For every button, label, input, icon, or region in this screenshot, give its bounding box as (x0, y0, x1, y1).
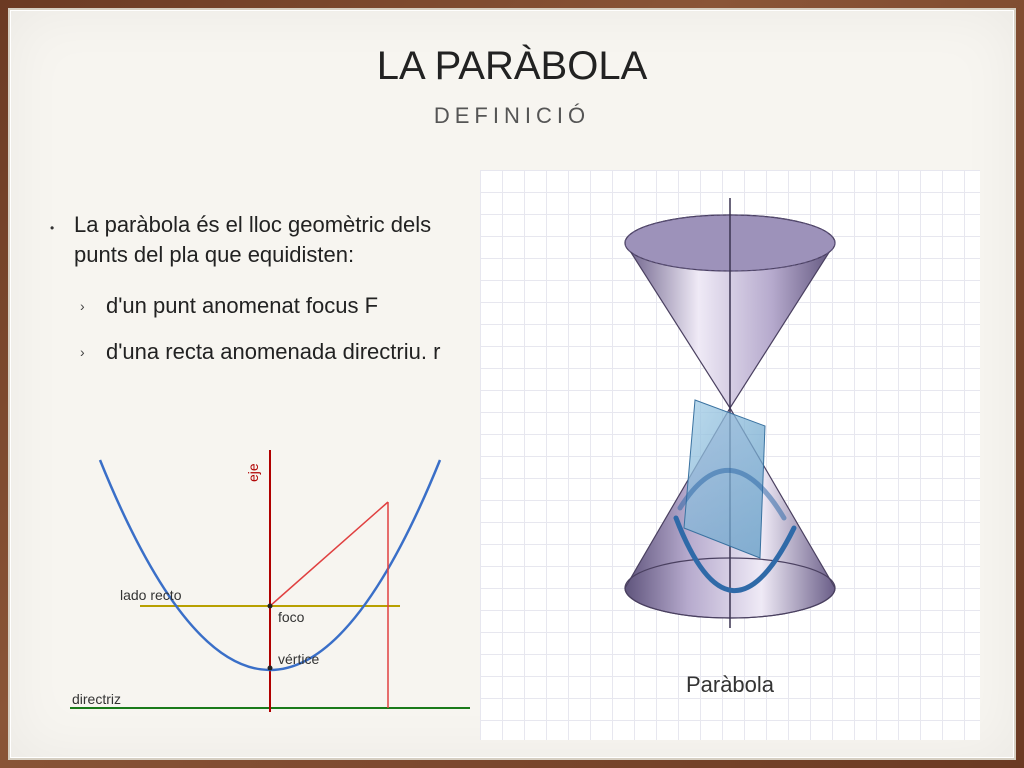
bullet-icon: • (50, 210, 74, 236)
eje-label: eje (245, 463, 261, 482)
page-title: LA PARÀBOLA (50, 44, 974, 89)
cone-panel: Paràbola (480, 170, 980, 740)
focus-point (268, 604, 273, 609)
vertex-point (268, 666, 273, 671)
definition-subitem: › d'un punt anomenat focus F (80, 291, 480, 321)
page-subtitle: DEFINICIÓ (50, 103, 974, 129)
slide-frame: LA PARÀBOLA DEFINICIÓ • La paràbola és e… (0, 0, 1024, 768)
definition-subitem-text: d'una recta anomenada directriu. r (106, 337, 440, 367)
construction-line (270, 502, 388, 606)
definition-subitem-text: d'un punt anomenat focus F (106, 291, 378, 321)
vertice-label: vértice (278, 651, 319, 667)
directriz-label: directriz (72, 691, 121, 707)
content-area: • La paràbola és el lloc geomètric dels … (50, 170, 974, 738)
definition-sublist: › d'un punt anomenat focus F › d'una rec… (50, 291, 480, 366)
chevron-icon: › (80, 291, 106, 316)
slide-body: LA PARÀBOLA DEFINICIÓ • La paràbola és e… (8, 8, 1016, 760)
definition-main-text: La paràbola és el lloc geomètric dels pu… (74, 210, 480, 269)
definition-main-row: • La paràbola és el lloc geomètric dels … (50, 210, 480, 269)
definition-subitem: › d'una recta anomenada directriu. r (80, 337, 480, 367)
lado-recto-label: lado recto (120, 587, 182, 603)
definition-block: • La paràbola és el lloc geomètric dels … (50, 210, 480, 383)
chevron-icon: › (80, 337, 106, 362)
parabola-2d-diagram: eje lado recto foco vértice directriz (60, 450, 480, 750)
double-cone-diagram (580, 188, 880, 648)
foco-label: foco (278, 609, 305, 625)
cone-caption: Paràbola (480, 672, 980, 698)
